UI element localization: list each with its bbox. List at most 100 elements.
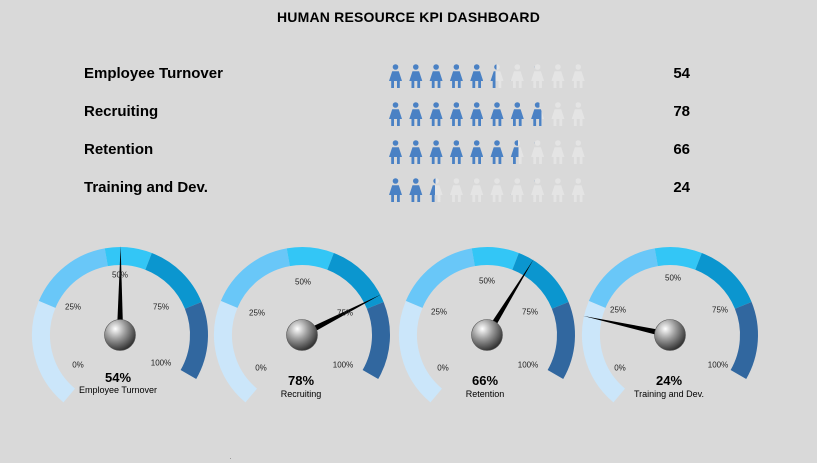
person-icon [531,102,545,126]
gauge-name: Retention [465,389,505,399]
gauge-band [730,302,758,379]
tick-label: 100% [150,358,172,368]
gauge-band [180,302,208,379]
tick-label: 50% [478,276,496,286]
person-icon [409,64,423,88]
gauge-knob [654,319,686,351]
person-icon [490,140,504,164]
gauge-band [588,248,659,309]
gauge-band [214,300,258,403]
tick-label: 75% [152,302,170,312]
gauge-training: 0% 25% 50% 75% 100% 24% Training and Dev… [570,230,770,430]
person-icon [429,140,443,164]
person-icon [389,140,402,164]
person-icons [389,64,585,88]
gauge-band [32,300,76,403]
person-icon [409,102,423,126]
dashboard-title: HUMAN RESOURCE KPI DASHBOARD [276,9,541,25]
person-icon-row [386,99,589,132]
person-icon [551,140,565,164]
person-icon [389,102,402,126]
person-icon [429,178,443,202]
person-icon [551,102,565,126]
kpi-value: 78 [673,103,690,120]
person-icons [389,102,585,126]
person-icon [510,64,524,88]
tick-label: 100% [517,360,539,370]
gauge-band [326,252,384,310]
person-icon [510,102,524,126]
person-icon [429,102,443,126]
person-icon [531,140,545,164]
person-icon [409,140,423,164]
person-icon [449,102,463,126]
gauge-band [694,252,752,310]
person-icon [490,102,504,126]
gauge-band [144,252,202,310]
tick-label: 25% [248,308,266,318]
tick-label: 100% [707,360,729,370]
kpi-row-employee-turnover: Employee Turnover 54 [0,61,817,89]
gauge-needle [116,246,124,336]
person-icon [470,178,484,202]
person-icons [389,140,585,164]
gauge-band [38,248,109,309]
kpi-label: Training and Dev. [84,179,208,196]
person-icon [409,178,423,202]
tick-label: 100% [332,360,354,370]
person-icon [510,140,524,164]
person-icon [429,64,443,88]
person-icon [449,178,463,202]
person-icon [551,64,565,88]
gauge-knob [286,319,318,351]
person-icon [571,64,585,88]
person-icon [571,178,585,202]
person-icons [389,178,585,202]
person-icon [490,178,504,202]
gauge-svg [399,247,575,403]
person-icon [449,64,463,88]
tick-label: 0% [437,363,449,373]
tick-label: 75% [521,307,539,317]
person-icon [531,64,545,88]
gauge-name: Recruiting [280,389,322,399]
kpi-row-training: Training and Dev. 24 [0,175,817,203]
person-icon [571,102,585,126]
gauge-band [286,247,334,270]
kpi-value: 66 [673,141,690,158]
kpi-value: 54 [673,65,690,82]
tick-label: 0% [255,363,267,373]
tick-label: 50% [294,277,312,287]
gauge-employee-turnover: 0% 25% 50% 75% 100% 54% Employee Turnove… [20,230,220,430]
gauge-svg [582,247,758,403]
gauge-recruiting: 0% 25% 50% 75% 100% 78% Recruiting [202,230,402,430]
kpi-label: Recruiting [84,103,159,120]
gauge-value: 54% [104,370,132,385]
person-icon-row [386,175,589,208]
person-icon-row [386,137,589,170]
kpi-row-recruiting: Recruiting 78 [0,99,817,127]
gauge-value: 66% [471,373,499,388]
person-icon [470,64,484,88]
tick-label: 25% [64,302,82,312]
gauge-retention: 0% 25% 50% 75% 100% 66% Retention [387,230,587,430]
tick-label: 25% [609,305,627,315]
gauge-band [511,252,569,310]
gauge-band [471,247,519,270]
gauge-band [362,302,390,379]
tick-label: 75% [336,308,354,318]
kpi-label: Retention [84,141,154,158]
person-icon [389,64,402,88]
tick-label: 50% [111,270,129,280]
kpi-row-retention: Retention 66 [0,137,817,165]
person-icon [470,140,484,164]
gauge-knob [104,319,136,351]
gauge-band [582,300,626,403]
tick-label: 25% [430,307,448,317]
gauge-needle [484,259,534,337]
tick-label: 75% [711,305,729,315]
person-icon [490,64,504,88]
gauge-knob [471,319,503,351]
gauge-name: Training and Dev. [633,389,705,399]
gauge-band [399,300,443,403]
